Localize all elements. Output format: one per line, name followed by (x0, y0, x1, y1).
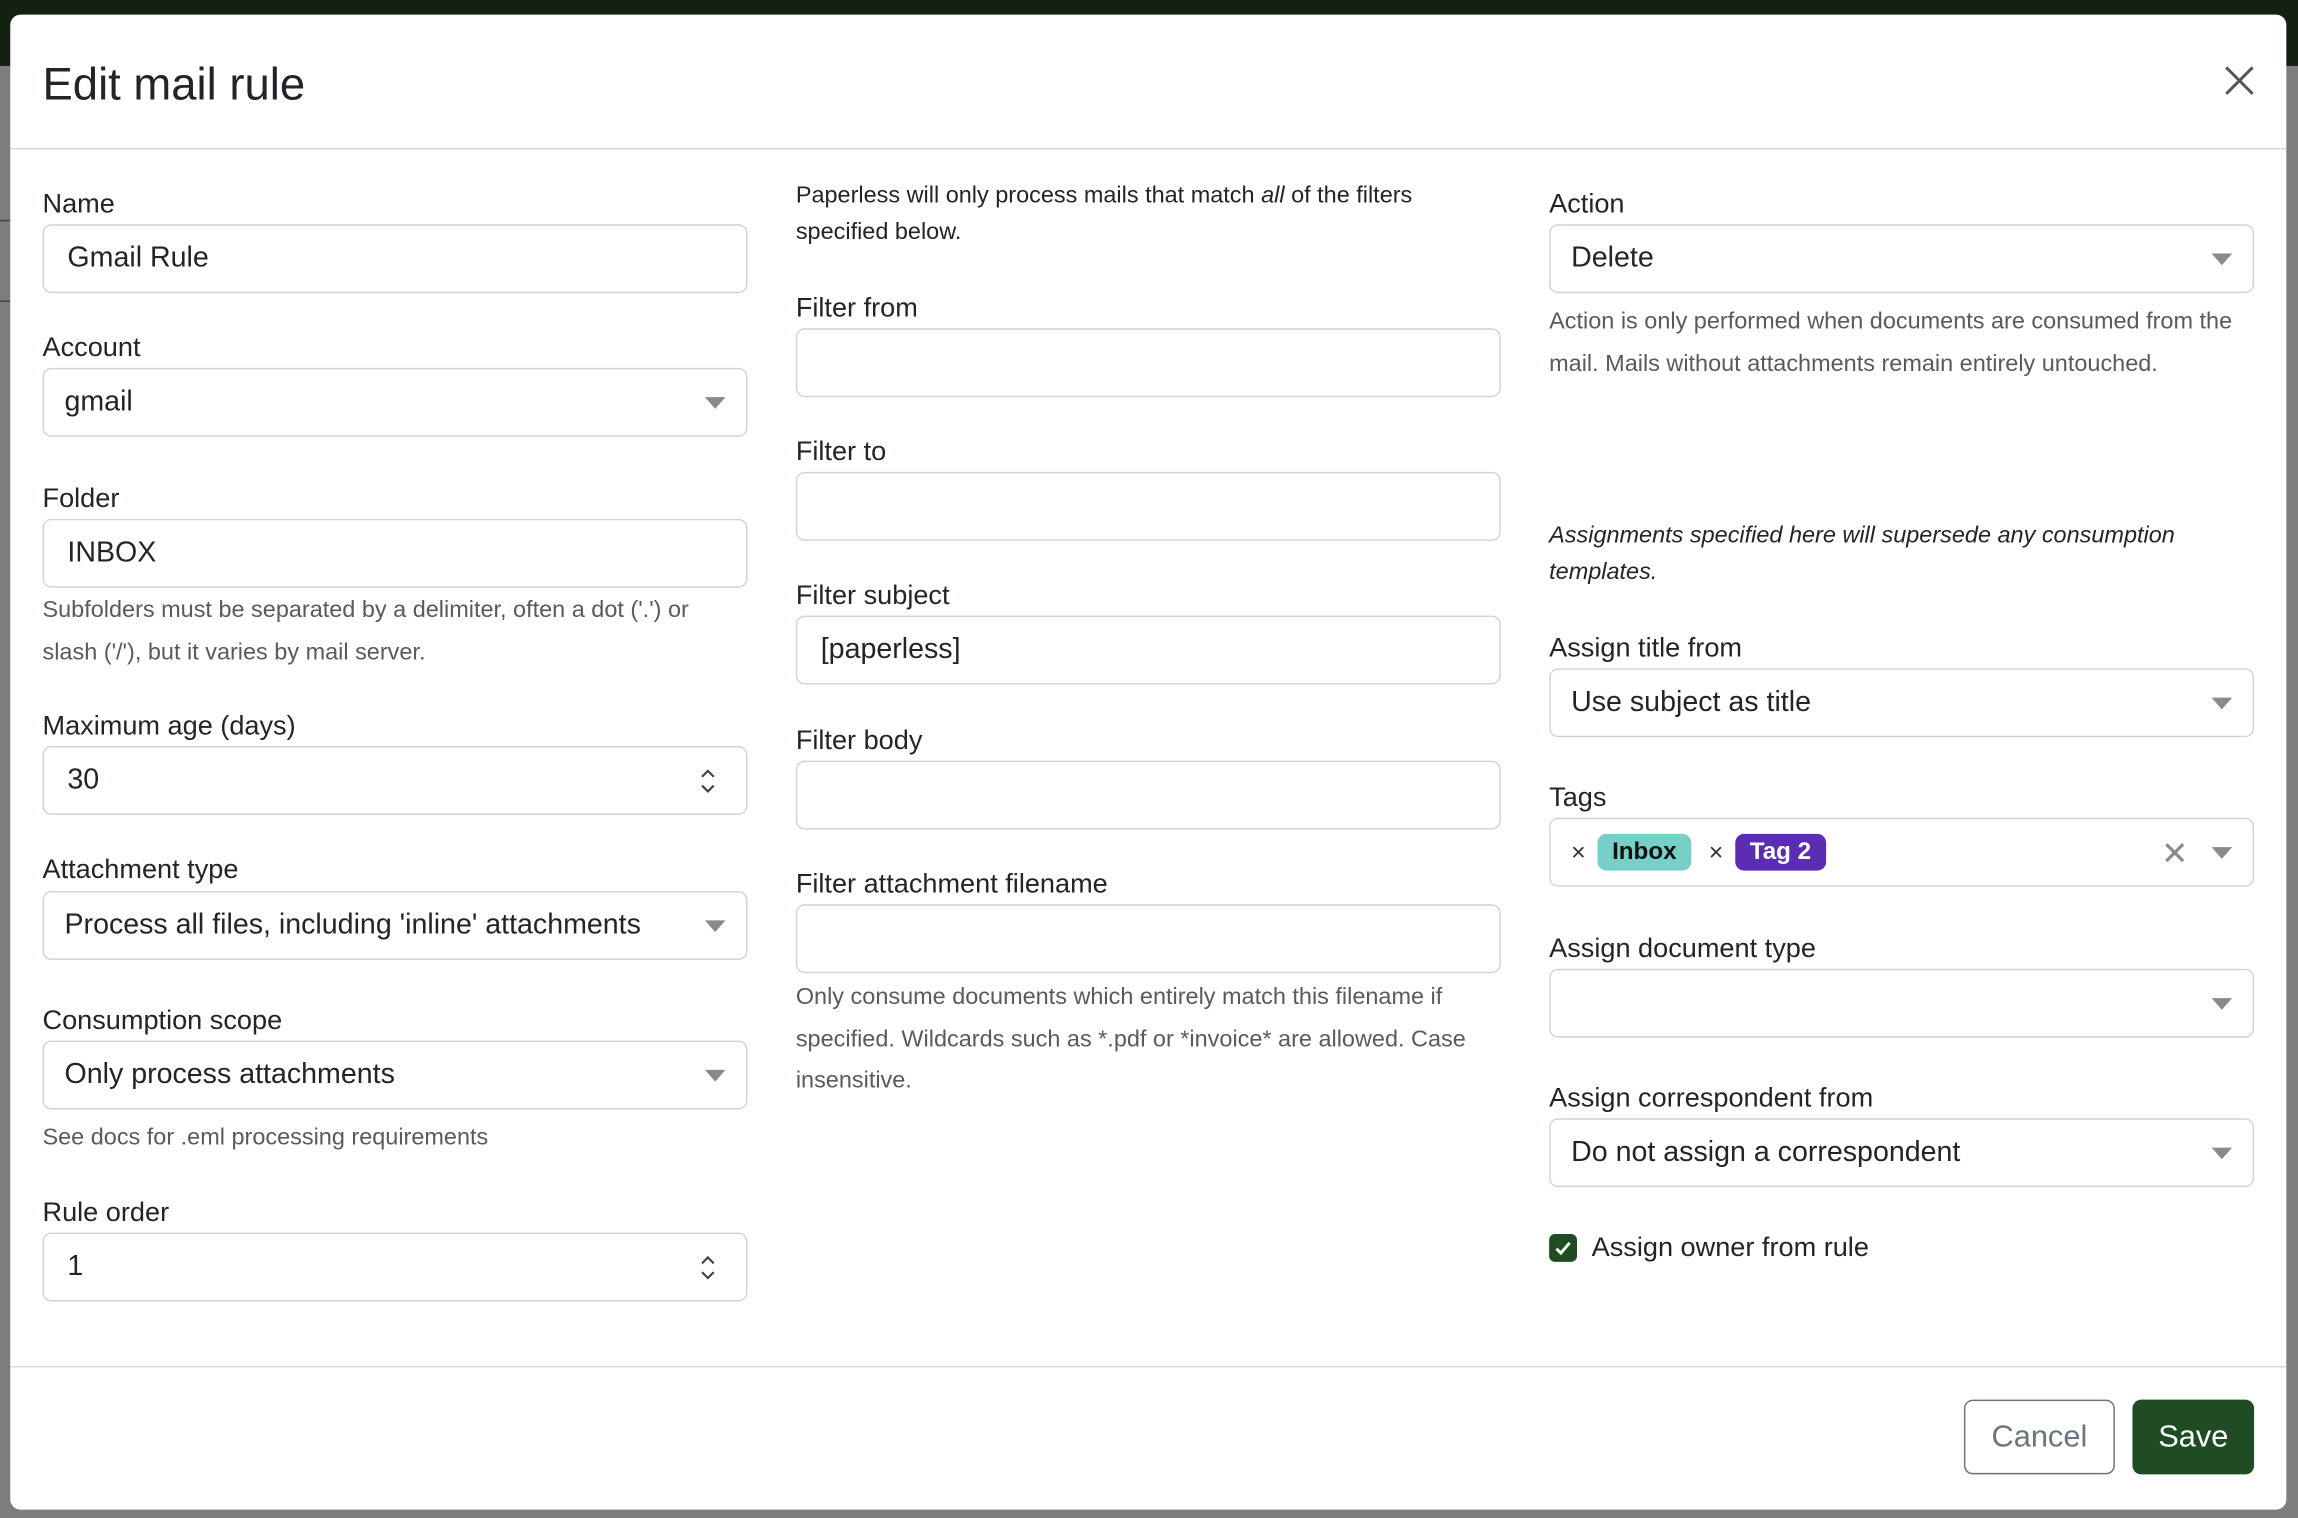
consumption-scope-select[interactable]: Only process attachments (42, 1040, 748, 1110)
action-help: Action is only performed when documents … (1549, 309, 2233, 376)
account-select[interactable]: gmail (42, 367, 748, 437)
tags-select[interactable]: × Inbox × Tag 2 ✕ (1549, 817, 2255, 887)
chevron-down-icon (2211, 697, 2233, 710)
chevron-down-icon (704, 920, 726, 933)
remove-tag-icon[interactable]: × (1571, 837, 1586, 866)
filter-from-label: Filter from (795, 291, 918, 323)
tag-tag-2: Tag 2 (1735, 833, 1826, 871)
folder-help: Subfolders must be separated by a delimi… (42, 597, 689, 665)
max-age-label: Maximum age (days) (42, 709, 296, 741)
chevron-down-icon (2211, 998, 2233, 1010)
remove-tag-icon[interactable]: × (1708, 837, 1724, 866)
max-age-input[interactable]: 30 (42, 745, 748, 815)
intro-text: Paperless will only process mails that m… (795, 183, 1262, 209)
chevron-down-icon (704, 397, 726, 409)
chevron-down-icon (704, 1069, 726, 1082)
chevron-down-icon (2211, 1147, 2233, 1160)
filter-subject-label: Filter subject (795, 578, 950, 610)
doc-type-select[interactable] (1549, 968, 2255, 1038)
backdrop-line (0, 300, 12, 302)
close-icon[interactable] (2220, 62, 2258, 100)
account-label: Account (42, 331, 141, 363)
assignments-note: Assignments specified here will supersed… (1549, 523, 2175, 585)
footer-divider (10, 1365, 2287, 1368)
rule-order-input[interactable]: 1 (42, 1232, 748, 1302)
doc-type-label: Assign document type (1549, 932, 1816, 963)
chevron-down-icon (2211, 847, 2233, 859)
dialog-title: Edit mail rule (42, 58, 306, 110)
filter-body-label: Filter body (795, 724, 923, 755)
attachment-type-label: Attachment type (42, 852, 239, 884)
cancel-button[interactable]: Cancel (1963, 1399, 2115, 1475)
filter-subject-input[interactable]: [paperless] (795, 615, 1501, 685)
tag-inbox: Inbox (1597, 833, 1692, 871)
clear-all-icon[interactable]: ✕ (2161, 835, 2189, 873)
rule-order-value: 1 (67, 1250, 84, 1283)
chevron-down-icon (2211, 253, 2233, 266)
filter-attachment-input[interactable] (795, 904, 1501, 974)
spinner-icon[interactable] (699, 1252, 717, 1284)
filter-to-label: Filter to (795, 435, 887, 467)
rule-order-label: Rule order (42, 1195, 170, 1227)
consumption-scope-label: Consumption scope (42, 1003, 283, 1035)
check-icon (1555, 1241, 1571, 1256)
filter-attachment-help: Only consume documents which entirely ma… (795, 984, 1466, 1094)
spinner-icon[interactable] (699, 765, 717, 797)
attachment-type-value: Process all files, including 'inline' at… (64, 908, 641, 941)
name-label: Name (42, 187, 115, 219)
filter-to-input[interactable] (795, 471, 1501, 541)
correspondent-label: Assign correspondent from (1549, 1081, 1874, 1113)
consumption-scope-value: Only process attachments (64, 1058, 395, 1091)
max-age-value: 30 (67, 763, 100, 796)
owner-label: Assign owner from rule (1591, 1231, 1869, 1262)
action-label: Action (1549, 187, 1625, 219)
header-divider (10, 148, 2287, 150)
assign-title-label: Assign title from (1549, 631, 1743, 663)
edit-mail-rule-dialog: Edit mail rule Name Gmail Rule Account g… (10, 14, 2287, 1510)
name-input[interactable]: Gmail Rule (42, 224, 748, 294)
attachment-type-select[interactable]: Process all files, including 'inline' at… (42, 891, 748, 960)
folder-input[interactable]: INBOX (42, 518, 748, 588)
backdrop-line (0, 219, 12, 222)
correspondent-value: Do not assign a correspondent (1571, 1135, 1961, 1169)
filters-intro: Paperless will only process mails that m… (796, 179, 1501, 251)
action-select[interactable]: Delete (1549, 224, 2255, 294)
filter-attachment-label: Filter attachment filename (795, 867, 1108, 899)
save-button[interactable]: Save (2132, 1399, 2255, 1475)
account-value: gmail (64, 385, 133, 418)
action-value: Delete (1571, 241, 1654, 275)
intro-text: of the filters specified below. (795, 183, 1413, 245)
filter-body-input[interactable] (795, 760, 1501, 830)
filter-from-input[interactable] (795, 328, 1501, 398)
correspondent-select[interactable]: Do not assign a correspondent (1549, 1118, 2255, 1188)
intro-emphasis: all (1261, 183, 1285, 209)
folder-label: Folder (42, 482, 120, 513)
assign-title-select[interactable]: Use subject as title (1549, 668, 2255, 738)
tags-label: Tags (1549, 781, 1607, 812)
consumption-scope-help: See docs for .eml processing requirement… (42, 1125, 489, 1151)
owner-checkbox[interactable] (1549, 1234, 1577, 1262)
assign-title-value: Use subject as title (1571, 685, 1811, 719)
